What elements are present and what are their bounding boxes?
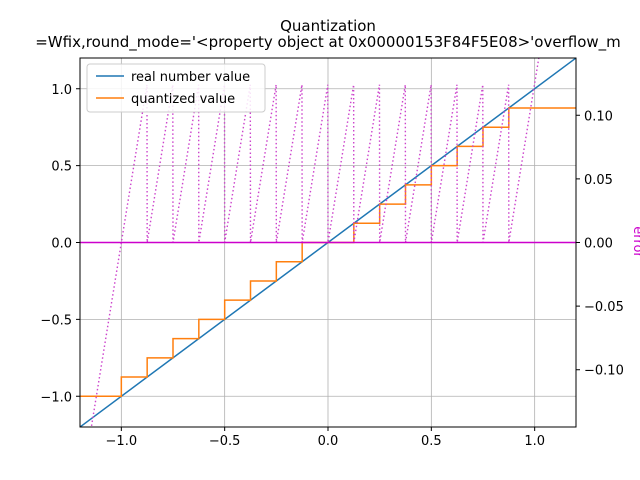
legend-label-quantized: quantized value [131,92,235,107]
y2-tick-label: 0.05 [584,173,613,188]
chart-title: Quantization [280,17,376,35]
series-error [90,58,540,427]
x-tick-label: 1.0 [524,434,545,449]
legend-label-real: real number value [131,70,250,85]
legend: real number value quantized value [86,63,266,113]
chart-subtitle: =Wfix,round_mode='<property object at 0x… [35,33,621,52]
right-axis-label: error [630,226,640,258]
x-tick-label: 0.0 [318,434,339,449]
plot-content [80,58,576,427]
legend-box [86,63,266,113]
y-tick-label: 1.0 [51,83,72,98]
y2-tick-label: 0.00 [584,237,613,252]
axes: −1.0 −0.5 0.0 0.5 1.0 −1.0 −0.5 0.0 0.5 1.0 −0.10 −… [40,57,624,449]
y2-tick-label: −0.05 [584,300,624,315]
y-tick-label: −1.0 [40,390,72,405]
x-tick-label: −0.5 [209,434,241,449]
y2-tick-label: 0.10 [584,109,613,124]
y-tick-label: 0.0 [51,237,72,252]
x-tick-label: −1.0 [106,434,138,449]
y2-tick-label: −0.10 [584,364,624,379]
y-tick-label: −0.5 [40,313,72,328]
plot-area [80,58,576,427]
y-tick-label: 0.5 [51,160,72,175]
x-tick-label: 0.5 [421,434,442,449]
